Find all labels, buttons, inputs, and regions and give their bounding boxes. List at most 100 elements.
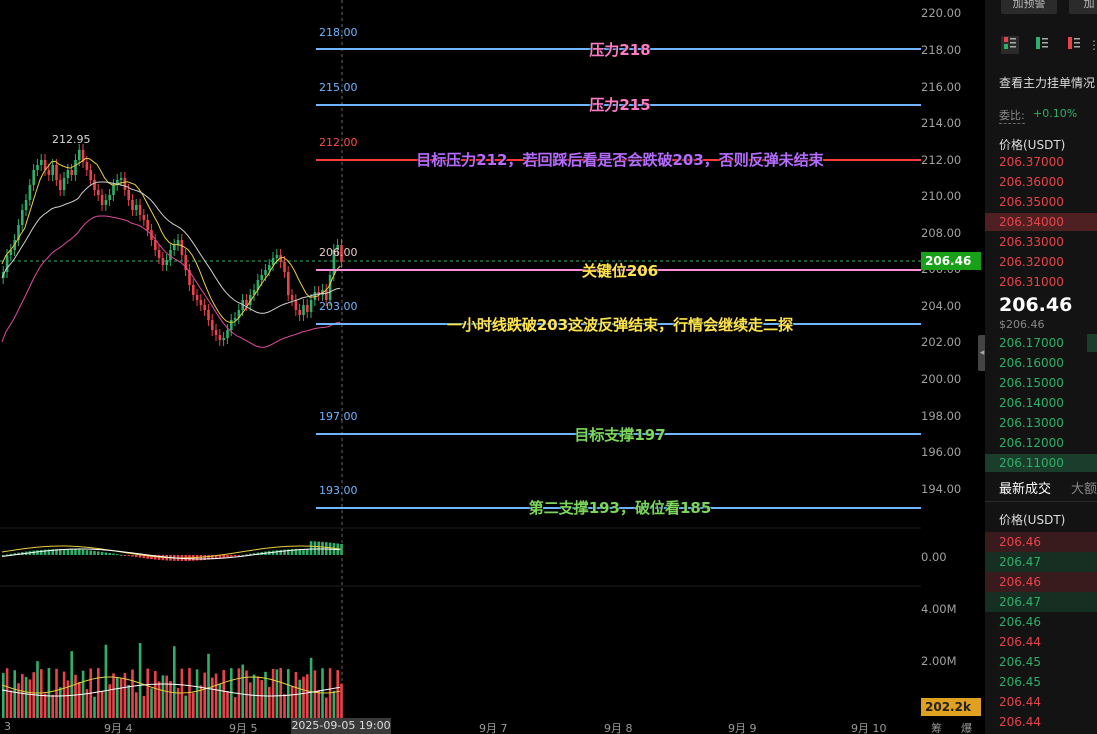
macd-bar (306, 549, 309, 555)
volume-bar (36, 661, 39, 718)
candle-body (78, 150, 81, 160)
level-line-206[interactable] (316, 269, 921, 271)
price-axis[interactable]: 220.00 218.00 216.00 214.00 212.00 210.0… (921, 0, 985, 734)
bid-row[interactable]: 206.14000 (985, 393, 1097, 413)
trade-row[interactable]: 206.44 (985, 692, 1097, 712)
level-line-215[interactable] (316, 104, 921, 106)
candle-body (135, 205, 138, 210)
ask-row[interactable]: 206.31000 (985, 272, 1097, 292)
macd-bar (203, 555, 206, 560)
ask-row[interactable]: 206.34000 (985, 212, 1097, 232)
x-tick: 9月 9 (728, 722, 757, 734)
layout-both-icon[interactable] (1001, 36, 1019, 54)
bid-row[interactable]: 206.16000 (985, 353, 1097, 373)
trade-row[interactable]: 206.45 (985, 652, 1097, 672)
ask-row[interactable]: 206.37000 (985, 152, 1097, 172)
x-tick: 9月 5 (229, 722, 258, 734)
level-label-215: 215.00 (319, 81, 358, 94)
y-tick: 198.00 (921, 409, 962, 423)
y-tick: 210.00 (921, 189, 962, 203)
candlestick-chart[interactable] (0, 0, 921, 734)
bid-row[interactable]: 206.11000 (985, 453, 1097, 473)
volume-bar (211, 677, 214, 718)
candle-body (127, 190, 130, 200)
macd-bar (218, 555, 222, 559)
trade-price: 206.46 (999, 575, 1041, 589)
macd-bar (317, 541, 320, 555)
depth-bar (985, 213, 1097, 231)
chip-distribution-button[interactable]: 筹 (931, 722, 942, 734)
add-alert-button[interactable]: 加预警 (1001, 0, 1057, 14)
layout-asks-icon[interactable] (1065, 36, 1083, 54)
trade-row[interactable]: 206.44 (985, 632, 1097, 652)
macd-bar (283, 549, 286, 555)
macd-bar (230, 555, 233, 557)
volume-bar (271, 668, 275, 718)
macd-bar (123, 555, 127, 556)
x-tick: 9月 10 (851, 722, 887, 734)
candle-body (309, 300, 313, 312)
order-book-panel[interactable]: 加预警 加 ⋮ 查看主力挂单情况 委比: +0.10% 价格(USDT) 206… (985, 0, 1097, 734)
macd-bar (252, 553, 256, 555)
main-orders-title[interactable]: 查看主力挂单情况 (999, 76, 1096, 90)
layout-bids-icon[interactable] (1033, 36, 1051, 54)
volume-bar (112, 673, 115, 718)
level-line-212[interactable] (316, 159, 921, 161)
level-line-203[interactable] (316, 323, 921, 325)
trade-row[interactable]: 206.47 (985, 592, 1097, 612)
volume-bar (150, 688, 153, 718)
macd-bar (302, 549, 305, 555)
trade-row[interactable]: 206.46 (985, 572, 1097, 592)
ask-row[interactable]: 206.33000 (985, 232, 1097, 252)
level-line-197[interactable] (316, 433, 921, 435)
volume-bar (85, 689, 89, 718)
tab-latest-trades[interactable]: 最新成交 (999, 482, 1052, 497)
volume-bar (165, 675, 168, 718)
macd-bar (294, 549, 298, 555)
more-icon[interactable]: ⋮ (1088, 38, 1097, 52)
macd-bar (97, 551, 100, 555)
y-tick: 208.00 (921, 226, 962, 240)
candle-body (123, 178, 127, 190)
liquidation-button[interactable]: 爆 (961, 722, 972, 734)
ask-price: 206.36000 (999, 175, 1064, 189)
candle-body (222, 338, 225, 340)
add-button[interactable]: 加 (1069, 0, 1097, 14)
bid-row[interactable]: 206.17000 (985, 333, 1097, 353)
candle-body (302, 305, 305, 315)
trade-row[interactable]: 206.45 (985, 672, 1097, 692)
volume-bar (302, 676, 305, 718)
trade-row[interactable]: 206.46 (985, 612, 1097, 632)
level-line-193[interactable] (316, 507, 921, 509)
tab-large-trades[interactable]: 大额 (1071, 482, 1097, 497)
volume-bar (298, 679, 301, 718)
trade-row[interactable]: 206.47 (985, 552, 1097, 572)
ask-row[interactable]: 206.36000 (985, 172, 1097, 192)
x-tick: 3 (4, 720, 11, 733)
macd-bar (290, 549, 294, 555)
note-203: 一小时线跌破203这波反弹结束，行情会继续走二探 (446, 316, 794, 334)
y-tick: 202.00 (921, 335, 962, 349)
candle-body (81, 150, 85, 162)
level-line-218[interactable] (316, 48, 921, 50)
candle-body (184, 255, 187, 270)
candle-body (146, 220, 149, 230)
depth-bar (985, 454, 1097, 472)
macd-bar (40, 549, 43, 555)
trade-row[interactable]: 206.46 (985, 532, 1097, 552)
y-tick: 204.00 (921, 299, 962, 313)
ask-row[interactable]: 206.32000 (985, 252, 1097, 272)
ask-row[interactable]: 206.35000 (985, 192, 1097, 212)
volume-bar (252, 674, 256, 718)
panel-collapse-handle[interactable]: ◂ (978, 335, 986, 371)
chart-panel[interactable]: 218.00 215.00 212.00 206.00 203.00 197.0… (0, 0, 985, 734)
candle-body (249, 295, 252, 305)
last-price-tag: 206.46 (921, 252, 981, 270)
bid-row[interactable]: 206.15000 (985, 373, 1097, 393)
macd-bar (108, 552, 111, 555)
trade-row[interactable]: 206.44 (985, 712, 1097, 732)
level-label-206: 206.00 (319, 246, 358, 259)
y-tick: 200.00 (921, 372, 962, 386)
bid-row[interactable]: 206.13000 (985, 413, 1097, 433)
bid-row[interactable]: 206.12000 (985, 433, 1097, 453)
